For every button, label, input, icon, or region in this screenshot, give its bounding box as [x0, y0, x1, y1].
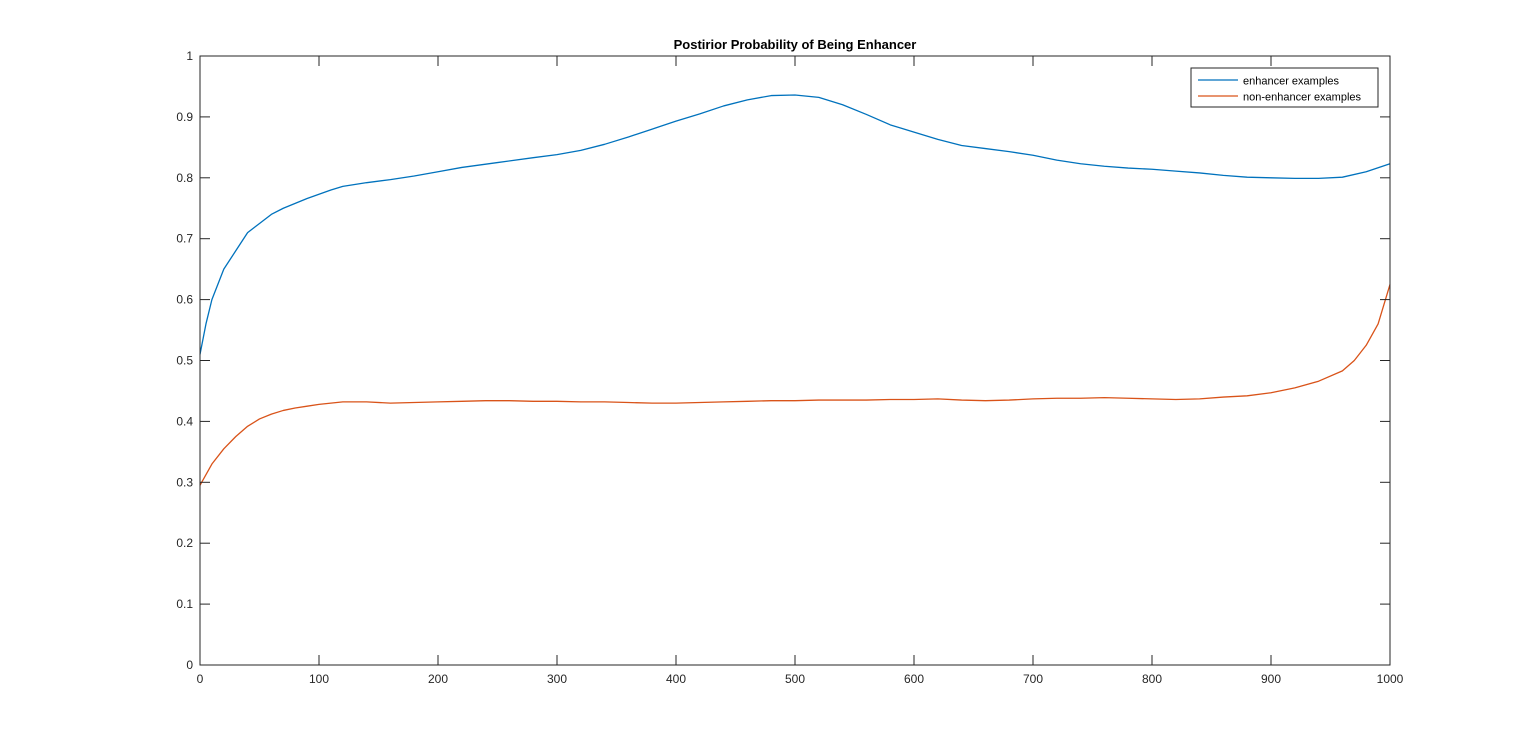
y-tick-label: 0.4	[176, 414, 193, 428]
legend-label-non-enhancer: non-enhancer examples	[1243, 92, 1362, 104]
x-tick-label: 700	[1023, 672, 1043, 686]
y-tick-label: 0.7	[176, 232, 193, 246]
y-tick-label: 0.1	[176, 597, 193, 611]
x-tick-label: 200	[428, 672, 448, 686]
y-tick-label: 1	[186, 49, 193, 63]
legend: enhancer examples non-enhancer examples	[1190, 67, 1379, 108]
y-tick-label: 0.6	[176, 293, 193, 307]
plot-area	[200, 56, 1390, 665]
legend-box	[1190, 67, 1379, 108]
x-tick-label: 100	[309, 672, 329, 686]
y-tick-label: 0.3	[176, 475, 193, 489]
series-layer	[199, 94, 1391, 486]
x-tick-label: 600	[904, 672, 924, 686]
x-tick-label: 500	[785, 672, 805, 686]
series-line-non-enhancer	[199, 284, 1391, 486]
x-tick-label: 1000	[1377, 672, 1404, 686]
y-tick-label: 0.8	[176, 171, 193, 185]
y-tick-label: 0.5	[176, 354, 193, 368]
x-tick-label: 800	[1142, 672, 1162, 686]
x-tick-label: 400	[666, 672, 686, 686]
y-tick-label: 0.2	[176, 536, 193, 550]
x-tick-label: 900	[1261, 672, 1281, 686]
x-tick-label: 0	[197, 672, 204, 686]
y-tick-label: 0	[186, 658, 193, 672]
legend-label-enhancer: enhancer examples	[1243, 76, 1340, 88]
y-tick-label: 0.9	[176, 110, 193, 124]
x-tick-label: 300	[547, 672, 567, 686]
tick-layer: 0 100 200 300 400 500 600 700 800 900 1000 0 0.1 0.2 0…	[176, 49, 1403, 686]
chart-title: Postirior Probability of Being Enhancer	[674, 37, 917, 52]
series-line-enhancer	[199, 94, 1391, 355]
